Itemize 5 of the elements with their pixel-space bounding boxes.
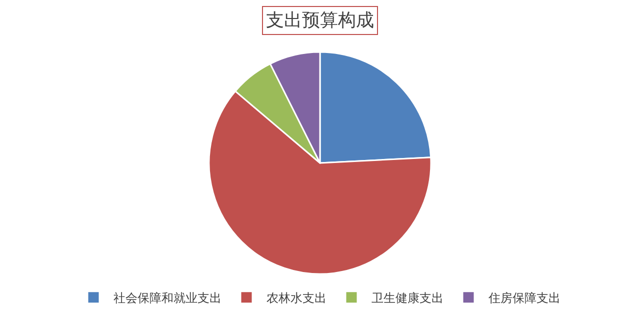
chart-title: 支出预算构成 (266, 10, 374, 31)
legend-label: 农林水支出 (266, 291, 326, 306)
legend-label: 社会保障和就业支出 (114, 291, 222, 306)
legend-label: 住房保障支出 (488, 291, 560, 306)
legend-label: 卫生健康支出 (372, 291, 444, 306)
